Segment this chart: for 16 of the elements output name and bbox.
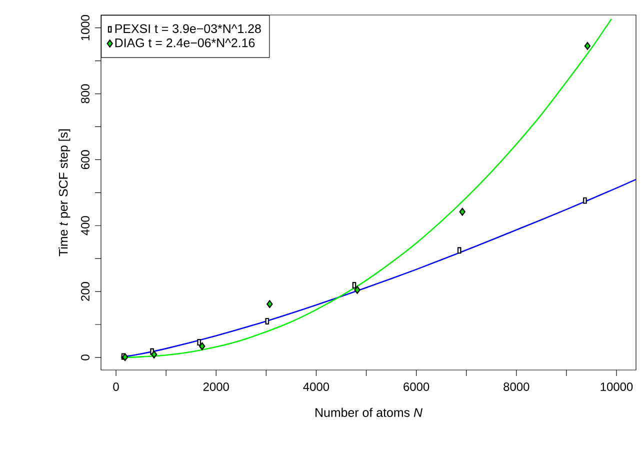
y-tick-label: 0 — [81, 354, 90, 360]
legend-label: PEXSI t = 3.9e−03*N^1.28 — [115, 24, 261, 34]
x-tick-label: 6000 — [404, 382, 430, 391]
x-tick-label: 2000 — [203, 382, 229, 391]
y-tick-label: 1000 — [81, 15, 90, 40]
y-axis-title: Time t per SCF step [s] — [58, 129, 70, 256]
y-tick-label: 800 — [81, 84, 90, 104]
y-tick-label: 600 — [81, 150, 90, 170]
x-tick-label: 4000 — [303, 382, 330, 391]
x-tick-label: 0 — [113, 382, 119, 391]
legend-label: DIAG t = 2.4e−06*N^2.16 — [115, 38, 255, 48]
x-axis-title: Number of atoms N — [316, 408, 422, 417]
x-tick-label: 8000 — [504, 382, 530, 391]
y-tick-label: 200 — [81, 282, 90, 301]
y-tick-label: 400 — [81, 216, 90, 236]
x-tick-label: 10000 — [600, 382, 633, 391]
